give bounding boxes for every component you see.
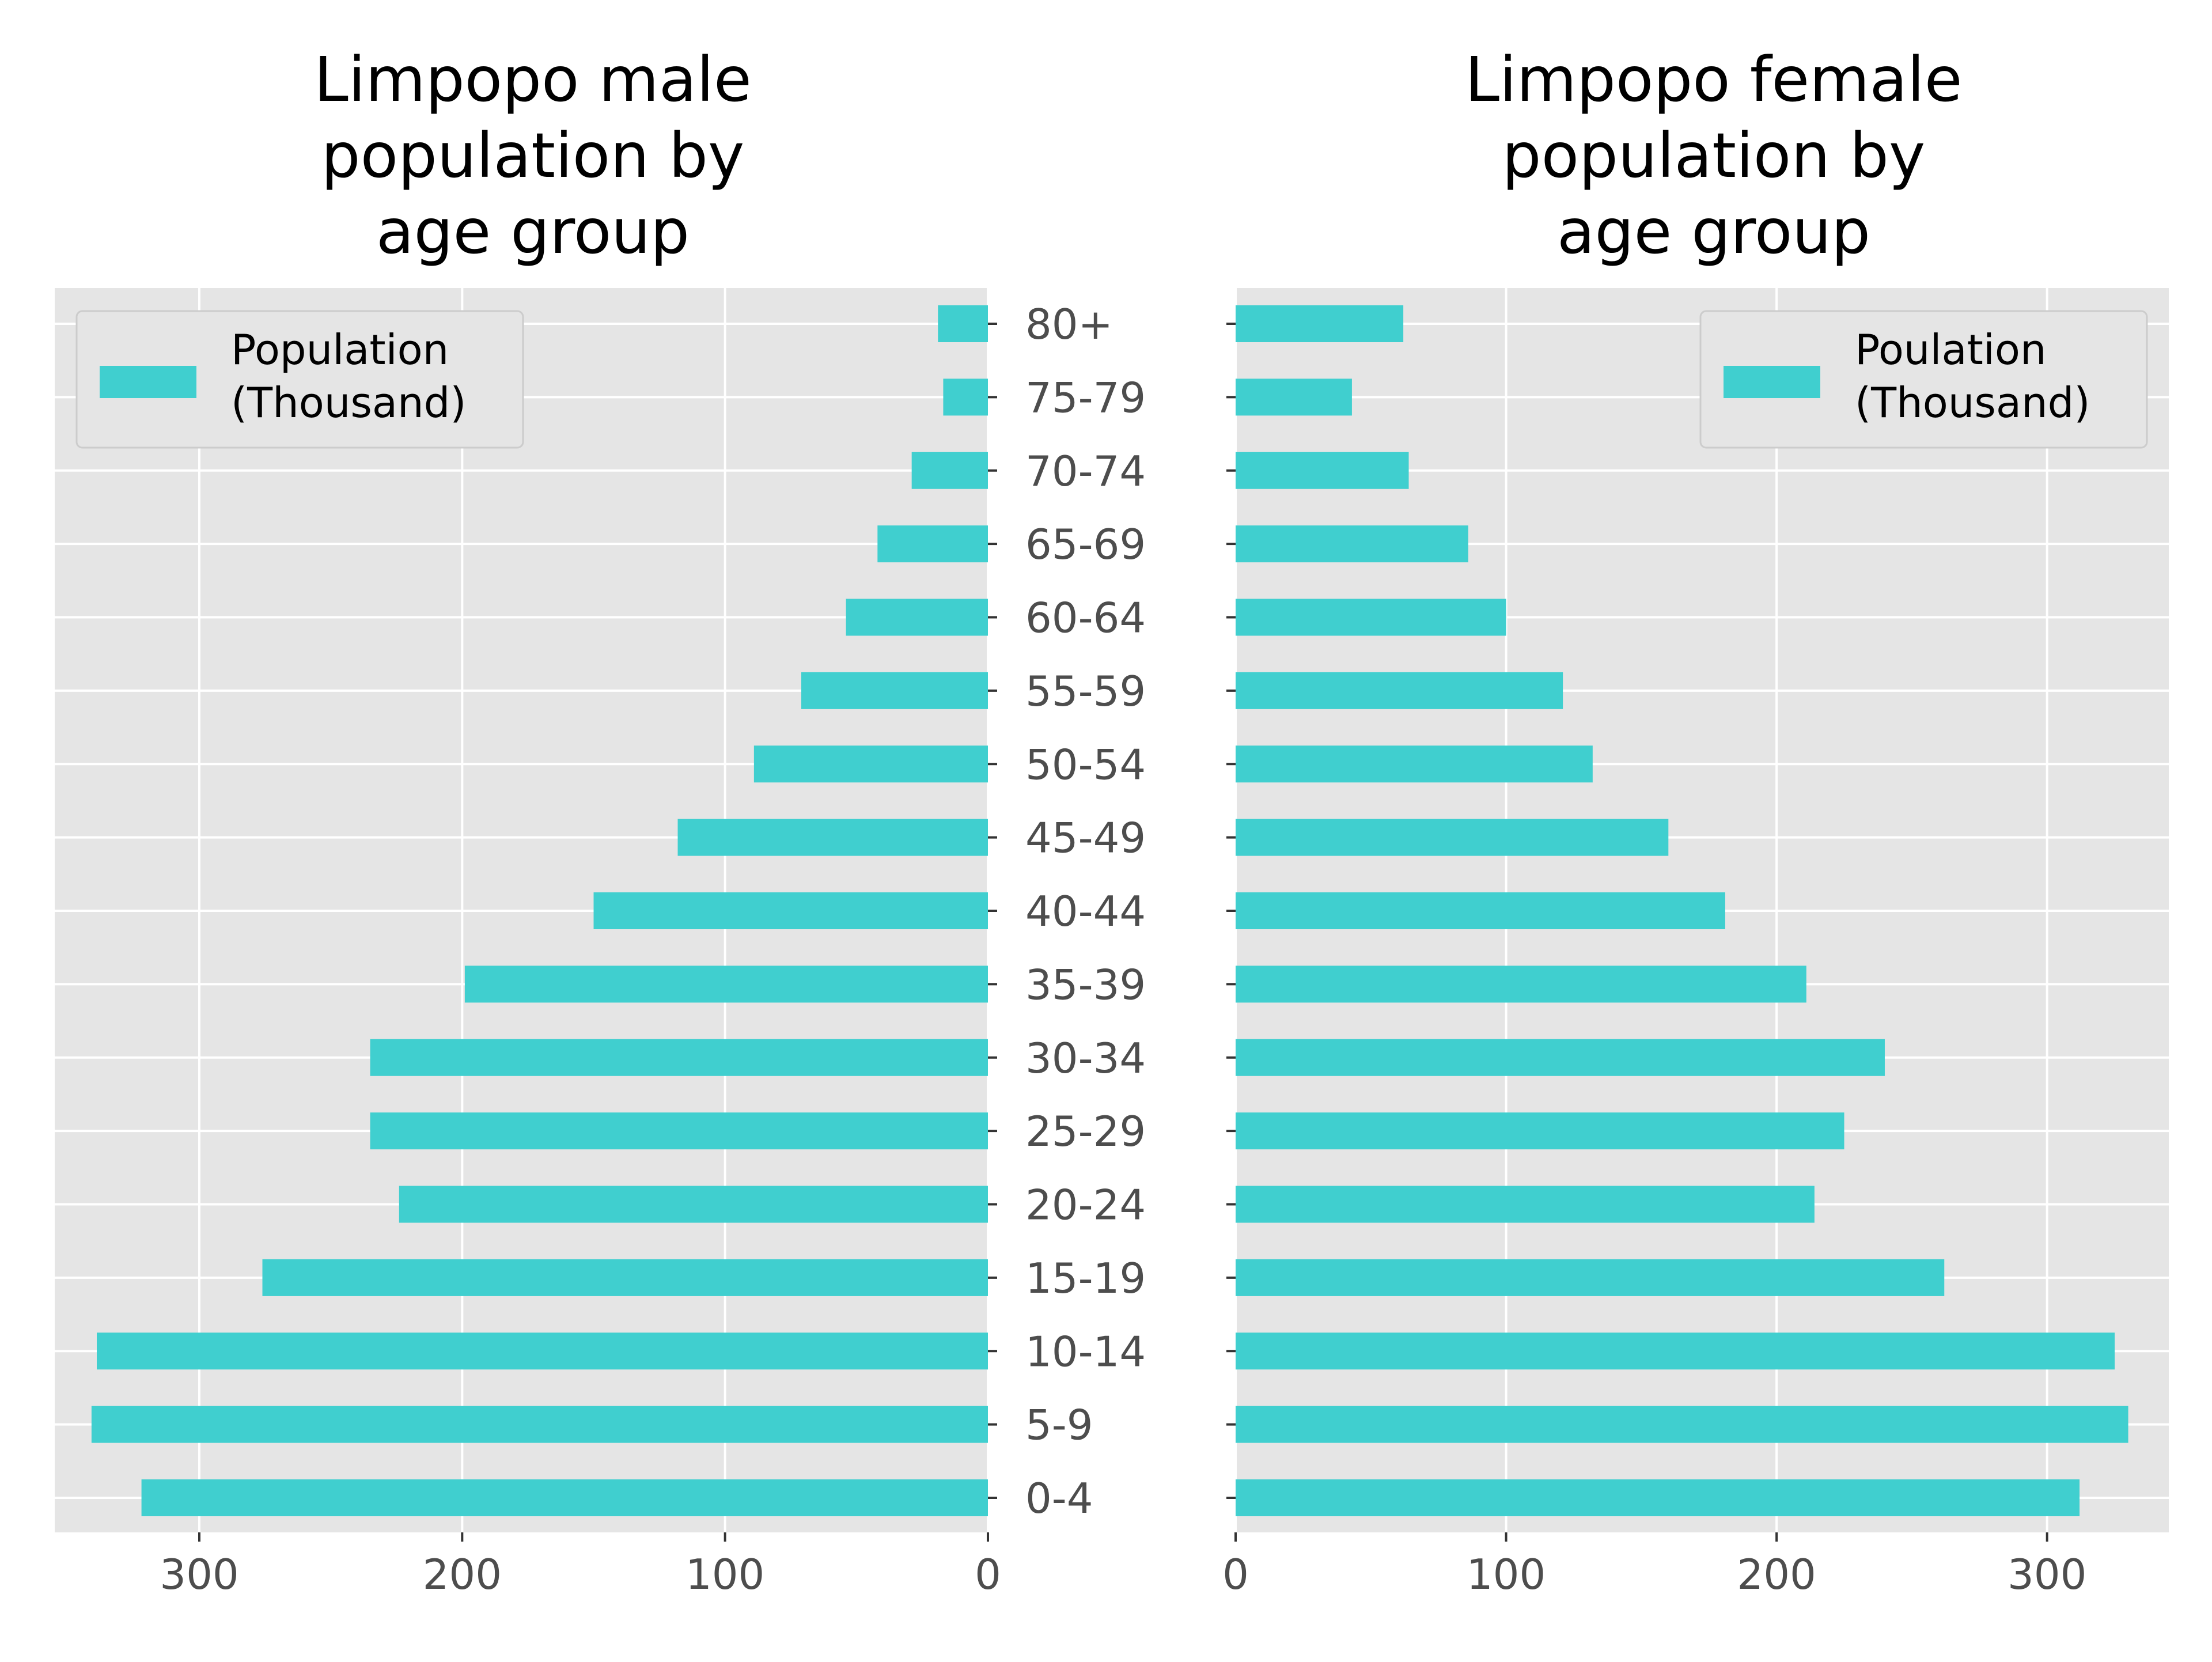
male-y-tick-label: 25-29 (1025, 1107, 1146, 1156)
male-y-tick-label: 60-64 (1025, 594, 1146, 642)
male-bar (97, 1332, 988, 1370)
female-x-tick-label: 0 (1222, 1550, 1249, 1599)
male-legend-label: Population (231, 325, 449, 374)
male-bar (593, 892, 988, 929)
male-chart-title: age group (376, 196, 690, 268)
male-x-tick-label: 300 (160, 1550, 238, 1599)
male-bar (370, 1039, 988, 1076)
male-y-tick-label: 10-14 (1025, 1327, 1146, 1376)
male-y-tick-label: 50-54 (1025, 740, 1146, 789)
male-bar (399, 1186, 988, 1223)
female-chart-title: population by (1502, 120, 1926, 192)
male-legend-swatch (100, 366, 196, 398)
female-bar (1236, 599, 1506, 636)
female-bar (1236, 1186, 1815, 1223)
male-bar (141, 1479, 988, 1516)
male-x-tick-label: 100 (685, 1550, 764, 1599)
female-bar (1236, 819, 1669, 856)
male-y-tick-label: 55-59 (1025, 667, 1146, 715)
female-x-tick-label: 200 (1737, 1550, 1816, 1599)
male-chart-title: Limpopo male (314, 44, 752, 116)
female-bar (1236, 1039, 1885, 1076)
male-y-tick-label: 35-39 (1025, 960, 1146, 1009)
male-bar (938, 305, 988, 342)
male-bar (846, 599, 988, 636)
male-bar (464, 966, 988, 1003)
male-bar (753, 745, 988, 783)
male-y-tick-label: 45-49 (1025, 814, 1146, 862)
male-y-tick-label: 20-24 (1025, 1181, 1146, 1229)
female-bar (1236, 452, 1409, 489)
male-bar (262, 1259, 988, 1296)
female-bar (1236, 525, 1468, 563)
female-bar (1236, 892, 1725, 929)
male-bar (677, 819, 988, 856)
male-bar (911, 452, 988, 489)
male-bar (91, 1406, 988, 1443)
female-legend-label: (Thousand) (1855, 378, 2090, 427)
male-legend-label: (Thousand) (231, 378, 466, 427)
male-y-tick-label: 15-19 (1025, 1254, 1146, 1303)
male-bar (801, 672, 988, 709)
male-y-tick-label: 75-79 (1025, 373, 1146, 422)
male-y-tick-label: 5-9 (1025, 1401, 1093, 1449)
female-x-tick-label: 100 (1467, 1550, 1546, 1599)
male-bar (943, 378, 988, 416)
female-bar (1236, 378, 1352, 416)
male-y-tick-label: 65-69 (1025, 520, 1146, 569)
female-legend (1699, 310, 2148, 449)
male-panel: 300 200 100 0 0-4 5-9 10-14 15-19 20-24 25-29 30-3… (55, 44, 1146, 1599)
female-chart-title: age group (1557, 196, 1870, 268)
female-bar (1236, 745, 1593, 783)
male-bar (877, 525, 988, 563)
male-x-tick-label: 0 (975, 1550, 1001, 1599)
female-bar (1236, 1406, 2128, 1443)
female-bar (1236, 305, 1404, 342)
female-bar (1236, 1332, 2115, 1370)
male-x-tick-label: 200 (423, 1550, 502, 1599)
female-legend-swatch (1724, 366, 1820, 398)
female-bar (1236, 672, 1563, 709)
male-y-tick-label: 30-34 (1025, 1034, 1146, 1082)
male-legend (75, 310, 524, 449)
female-bar (1236, 1112, 1844, 1150)
male-y-tick-label: 0-4 (1025, 1474, 1093, 1523)
female-bar (1236, 1479, 2080, 1516)
female-bar (1236, 1259, 1945, 1296)
male-y-tick-label: 80+ (1025, 300, 1113, 349)
male-y-tick-label: 70-74 (1025, 447, 1146, 495)
male-bar (370, 1112, 988, 1150)
female-chart-title: Limpopo female (1465, 44, 1962, 116)
male-chart-title: population by (321, 120, 745, 192)
female-x-tick-label: 300 (2008, 1550, 2086, 1599)
female-bar (1236, 966, 1806, 1003)
male-y-tick-label: 40-44 (1025, 887, 1146, 936)
female-legend-label: Poulation (1855, 325, 2047, 374)
